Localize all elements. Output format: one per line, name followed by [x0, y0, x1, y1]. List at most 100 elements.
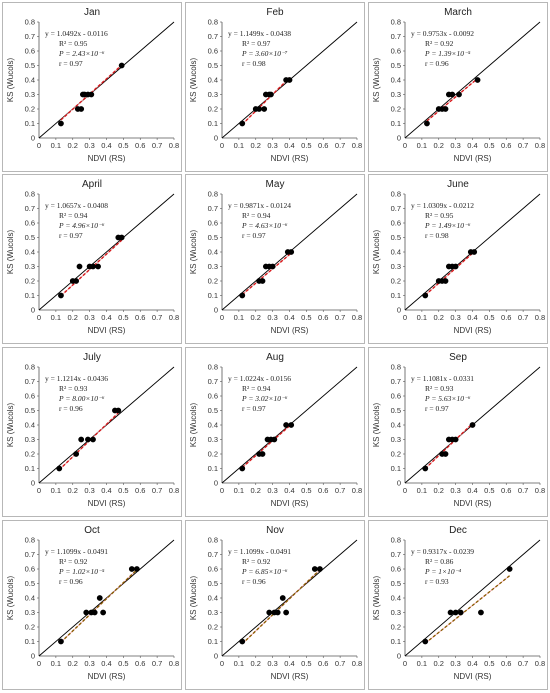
panel-frame — [368, 347, 548, 517]
x-tick-label: 0 — [403, 659, 407, 668]
one-to-one-line — [38, 193, 175, 311]
x-tick-label: 0.8 — [169, 313, 179, 322]
y-axis-label: KS (Wucols) — [189, 230, 198, 275]
x-tick-label: 0.6 — [501, 141, 511, 150]
data-point — [76, 263, 83, 270]
data-point — [256, 106, 263, 112]
x-tick-label: 0.8 — [352, 486, 362, 495]
x-axis-label: NDVI (RS) — [88, 499, 126, 508]
x-tick-label: 0.6 — [135, 141, 145, 150]
y-tick-label: 0 — [397, 652, 401, 661]
y-tick-label: 0.4 — [25, 248, 35, 257]
panel-frame — [185, 2, 365, 172]
data-point — [271, 436, 278, 443]
data-point — [422, 465, 429, 472]
x-tick-label: 0.5 — [118, 486, 128, 495]
regression-line — [424, 251, 475, 296]
regression-line — [426, 77, 479, 122]
y-tick-label: 0.2 — [208, 105, 218, 114]
y-tick-label: 0.3 — [25, 90, 35, 99]
y-tick-label: 0.7 — [208, 550, 218, 559]
regression-line — [241, 77, 290, 125]
x-tick-label: 0 — [220, 486, 224, 495]
y-tick-label: 0.8 — [208, 363, 218, 372]
y-tick-label: 0.5 — [25, 61, 35, 70]
y-tick-label: 0.3 — [208, 608, 218, 617]
y-tick-label: 0.7 — [208, 204, 218, 213]
x-tick-label: 0.3 — [84, 659, 94, 668]
data-point — [316, 566, 323, 572]
x-tick-label: 0 — [403, 141, 407, 150]
x-tick-label: 0 — [220, 313, 224, 322]
scatter-panel-aug: Aug 00 0.1 0.1 0.2 0.2 0.3 0.3 0.4 0.4 0.5 0.5 0.6 0.… — [185, 347, 365, 517]
data-point — [73, 451, 80, 457]
x-tick-label: 0.5 — [484, 313, 494, 322]
panel-title: Oct — [84, 525, 100, 536]
scatter-panel-jan: Jan 00 0.1 0.1 0.2 0.2 0.3 0.3 0.4 0.4 0.5 0.5 0.6 0.… — [2, 2, 182, 172]
regression-line — [60, 569, 138, 643]
x-tick-label: 0.7 — [335, 313, 345, 322]
data-point — [73, 278, 80, 284]
x-tick-label: 0.1 — [51, 313, 61, 322]
y-tick-label: 0 — [214, 652, 218, 661]
x-tick-label: 0.4 — [467, 141, 477, 150]
stat-annotation: y = 0.9753x - 0.0092 — [411, 29, 474, 38]
x-tick-label: 0.2 — [434, 313, 444, 322]
y-tick-label: 0.8 — [391, 190, 401, 199]
x-tick-label: 0 — [37, 141, 41, 150]
data-point — [261, 106, 268, 112]
stat-annotation: P = 1×10⁻⁴ — [424, 567, 462, 576]
y-tick-label: 0.7 — [208, 377, 218, 386]
data-point — [259, 278, 266, 284]
data-point — [118, 234, 125, 241]
panel-title: March — [444, 7, 472, 18]
data-point — [58, 120, 64, 127]
scatter-panel-sep: Sep 00 0.1 0.1 0.2 0.2 0.3 0.3 0.4 0.4 0.5 0.5 0.6 0.… — [368, 347, 548, 517]
stat-annotation: r = 0.96 — [242, 577, 266, 586]
y-tick-label: 0.2 — [391, 105, 401, 114]
x-tick-label: 0.1 — [234, 141, 244, 150]
y-tick-label: 0.2 — [25, 450, 35, 459]
y-tick-label: 0.7 — [391, 32, 401, 41]
data-point — [239, 292, 246, 299]
y-tick-label: 0.1 — [25, 119, 35, 128]
x-tick-label: 0.7 — [518, 313, 528, 322]
stat-annotation: P = 3.60×10⁻⁷ — [241, 49, 288, 58]
y-tick-label: 0.7 — [391, 550, 401, 559]
x-tick-label: 0.6 — [318, 141, 328, 150]
x-tick-label: 0.2 — [68, 486, 78, 495]
y-tick-label: 0.6 — [391, 565, 401, 574]
scatter-panel-nov: Nov 00 0.1 0.1 0.2 0.2 0.3 0.3 0.4 0.4 0.5 0.5 0.6 0.… — [185, 520, 365, 690]
x-tick-label: 0.5 — [301, 486, 311, 495]
y-axis-label: KS (Wucols) — [189, 58, 198, 103]
panel-title: Aug — [266, 352, 284, 363]
x-tick-label: 0.4 — [101, 141, 111, 150]
x-tick-label: 0.1 — [234, 313, 244, 322]
y-tick-label: 0.7 — [25, 32, 35, 41]
stat-annotation: R² = 0.94 — [242, 384, 271, 393]
scatter-panel-oct: Oct 00 0.1 0.1 0.2 0.2 0.3 0.3 0.4 0.4 0.5 0.5 0.6 0.… — [2, 520, 182, 690]
y-tick-label: 0.2 — [391, 450, 401, 459]
panel-title: April — [82, 179, 102, 190]
data-point — [239, 465, 246, 472]
y-tick-label: 0.8 — [25, 190, 35, 199]
y-tick-label: 0.1 — [208, 637, 218, 646]
x-tick-label: 0.5 — [118, 659, 128, 668]
data-point — [469, 422, 476, 428]
panel-title: May — [266, 179, 285, 190]
y-tick-label: 0 — [31, 306, 35, 315]
stat-annotation: y = 1.0492x - 0.0116 — [45, 29, 108, 38]
data-point — [283, 609, 290, 616]
data-point — [269, 263, 276, 270]
stat-annotation: R² = 0.92 — [425, 39, 454, 48]
stat-annotation: r = 0.97 — [242, 231, 266, 240]
x-tick-label: 0.2 — [434, 141, 444, 150]
x-tick-label: 0.8 — [535, 313, 545, 322]
x-tick-label: 0.4 — [467, 486, 477, 495]
x-tick-label: 0.8 — [535, 141, 545, 150]
panel-frame — [185, 174, 365, 344]
y-tick-label: 0.6 — [391, 47, 401, 56]
y-tick-label: 0.8 — [25, 18, 35, 27]
data-point — [239, 120, 246, 127]
y-tick-label: 0.4 — [25, 421, 35, 430]
